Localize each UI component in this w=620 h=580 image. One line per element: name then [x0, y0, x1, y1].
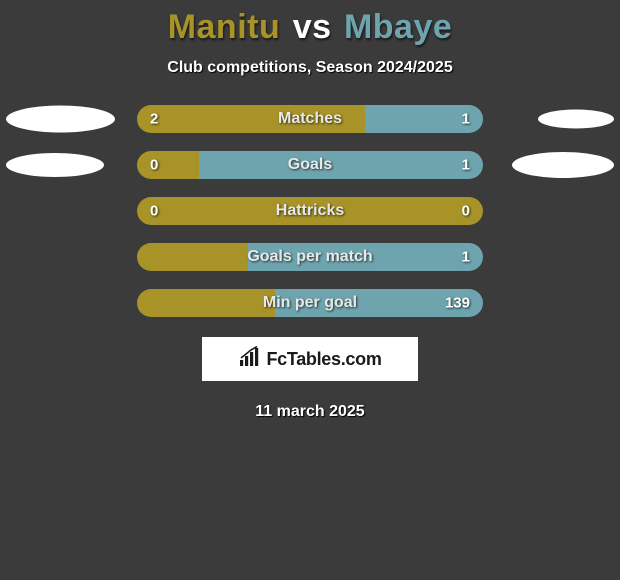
stat-row: Goals01 — [0, 151, 620, 179]
logo-text: FcTables.com — [266, 349, 381, 370]
bar-segment-right — [248, 243, 483, 271]
bar-segment-left — [137, 289, 275, 317]
stat-row: Hattricks00 — [0, 197, 620, 225]
subtitle: Club competitions, Season 2024/2025 — [0, 59, 620, 77]
bar-track: Goals01 — [137, 151, 483, 179]
stats-container: Matches21 Goals01 Hattricks00 Goals per mat… — [0, 105, 620, 317]
oval-right — [512, 152, 614, 178]
bar-segment-left — [137, 197, 483, 225]
player2-name: Mbaye — [344, 8, 452, 46]
bar-track: Min per goal139 — [137, 289, 483, 317]
stat-row: Matches21 — [0, 105, 620, 133]
player1-name: Manitu — [168, 8, 281, 46]
oval-right — [538, 110, 614, 129]
oval-left — [6, 106, 115, 133]
bar-segment-right — [275, 289, 483, 317]
chart-icon — [238, 346, 262, 373]
vs-label: vs — [293, 8, 332, 46]
bar-segment-left — [137, 243, 248, 271]
bar-track: Matches21 — [137, 105, 483, 133]
oval-left — [6, 153, 104, 177]
bar-track: Goals per match1 — [137, 243, 483, 271]
logo-box: FcTables.com — [202, 337, 418, 381]
bar-segment-left — [137, 105, 365, 133]
page-title: Manitu vs Mbaye — [0, 0, 620, 53]
bar-segment-right — [199, 151, 483, 179]
bar-segment-left — [137, 151, 199, 179]
bar-track: Hattricks00 — [137, 197, 483, 225]
date-label: 11 march 2025 — [0, 403, 620, 421]
stat-row: Goals per match1 — [0, 243, 620, 271]
bar-segment-right — [365, 105, 483, 133]
stat-row: Min per goal139 — [0, 289, 620, 317]
